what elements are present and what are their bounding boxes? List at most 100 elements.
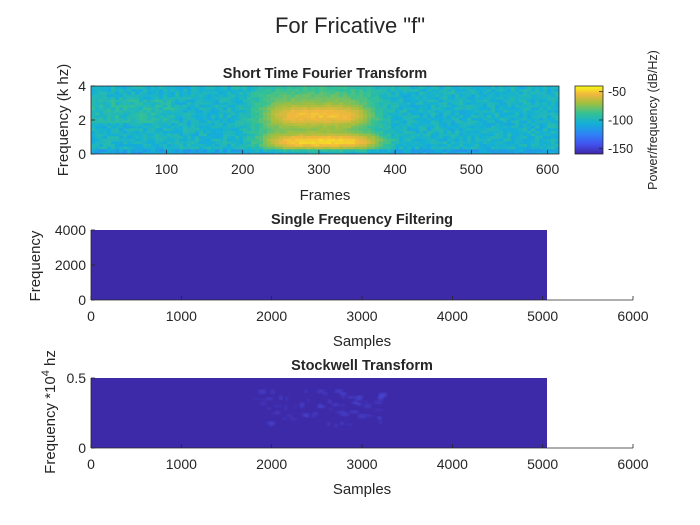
stft-cell xyxy=(123,96,128,100)
stft-cell xyxy=(431,91,436,95)
stft-cell xyxy=(475,138,480,142)
stft-cell xyxy=(251,143,256,147)
stft-cell xyxy=(371,143,376,147)
stft-cell xyxy=(339,91,344,95)
stft-cell xyxy=(119,104,124,108)
stft-cell xyxy=(395,99,400,103)
stft-cell xyxy=(275,96,280,100)
stft-cell xyxy=(127,96,132,100)
stft-cell xyxy=(259,114,264,118)
stft-cell xyxy=(223,125,228,129)
stft-cell xyxy=(271,93,276,97)
heatmap-texture xyxy=(351,401,359,405)
stft-cell xyxy=(371,135,376,139)
heatmap-texture xyxy=(340,412,349,417)
stft-cell xyxy=(503,96,508,100)
stft-cell xyxy=(511,104,516,108)
stft-cell xyxy=(227,88,232,92)
stft-cell xyxy=(499,117,504,121)
stft-cell xyxy=(503,135,508,139)
stft-cell xyxy=(251,135,256,139)
stft-cell xyxy=(319,122,324,126)
stft-cell xyxy=(423,127,428,131)
stft-cell xyxy=(259,120,264,124)
stft-cell xyxy=(415,122,420,126)
stft-cell xyxy=(499,120,504,124)
x-tick-label: 6000 xyxy=(617,456,648,472)
stft-cell xyxy=(431,109,436,113)
stft-cell xyxy=(547,138,552,142)
stft-cell xyxy=(283,143,288,147)
stft-cell xyxy=(507,96,512,100)
stft-cell xyxy=(467,91,472,95)
stft-cell xyxy=(399,114,404,118)
stft-cell xyxy=(327,86,332,90)
stft-cell xyxy=(319,133,324,137)
stft-panel: Short Time Fourier Transform 100 200 300 40… xyxy=(55,50,660,204)
stft-cell xyxy=(367,88,372,92)
stft-cell xyxy=(327,148,332,152)
stft-cell xyxy=(279,125,284,129)
stft-cell xyxy=(119,138,124,142)
stft-cell xyxy=(347,93,352,97)
stft-cell xyxy=(431,117,436,121)
stft-cell xyxy=(219,146,224,150)
stft-cell xyxy=(267,133,272,137)
stft-cell xyxy=(395,93,400,97)
stft-cell xyxy=(111,112,116,116)
stft-cell xyxy=(95,91,100,95)
stft-cell xyxy=(207,88,212,92)
stft-cell xyxy=(487,146,492,150)
stft-cell xyxy=(455,104,460,108)
stft-cell xyxy=(279,148,284,152)
stft-cell xyxy=(547,96,552,100)
stft-cell xyxy=(187,140,192,145)
stft-cell xyxy=(419,140,424,145)
stft-cell xyxy=(183,88,188,92)
stft-cell xyxy=(319,148,324,152)
stft-cell xyxy=(95,140,100,145)
stft-cell xyxy=(399,140,404,145)
stft-cell xyxy=(435,120,440,124)
stft-cell xyxy=(439,146,444,150)
stft-cell xyxy=(175,91,180,95)
stft-cell xyxy=(527,125,532,129)
stft-cell xyxy=(135,140,140,145)
stft-cell xyxy=(171,88,176,92)
stft-cell xyxy=(223,120,228,124)
stft-cell xyxy=(147,106,152,111)
stft-cell xyxy=(235,93,240,97)
stft-cell xyxy=(395,127,400,131)
stft-heatmap xyxy=(91,86,559,154)
stft-cell xyxy=(419,130,424,134)
stft-cell xyxy=(391,101,396,105)
stft-cell xyxy=(379,133,384,137)
stft-cell xyxy=(363,104,368,108)
stft-cell xyxy=(391,93,396,97)
stft-cell xyxy=(339,120,344,124)
stft-cell xyxy=(211,140,216,145)
stft-cell xyxy=(119,146,124,150)
stft-cell xyxy=(379,96,384,100)
stft-cell xyxy=(255,127,260,131)
stft-cell xyxy=(191,140,196,145)
stft-cell xyxy=(279,151,284,154)
stft-cell xyxy=(383,125,388,129)
stft-cell xyxy=(335,146,340,150)
stft-cell xyxy=(383,120,388,124)
stft-cell xyxy=(299,93,304,97)
stft-cell xyxy=(551,88,556,92)
stft-cell xyxy=(343,135,348,139)
stft-cell xyxy=(403,143,408,147)
heatmap-texture xyxy=(262,399,266,401)
stft-cell xyxy=(395,104,400,108)
stft-cell xyxy=(163,106,168,111)
stft-cell xyxy=(211,120,216,124)
stft-cell xyxy=(547,148,552,152)
stft-cell xyxy=(523,91,528,95)
stft-cell xyxy=(191,130,196,134)
stft-cell xyxy=(407,125,412,129)
stft-cell xyxy=(315,151,320,154)
stft-cell xyxy=(307,122,312,126)
stft-cell xyxy=(411,120,416,124)
